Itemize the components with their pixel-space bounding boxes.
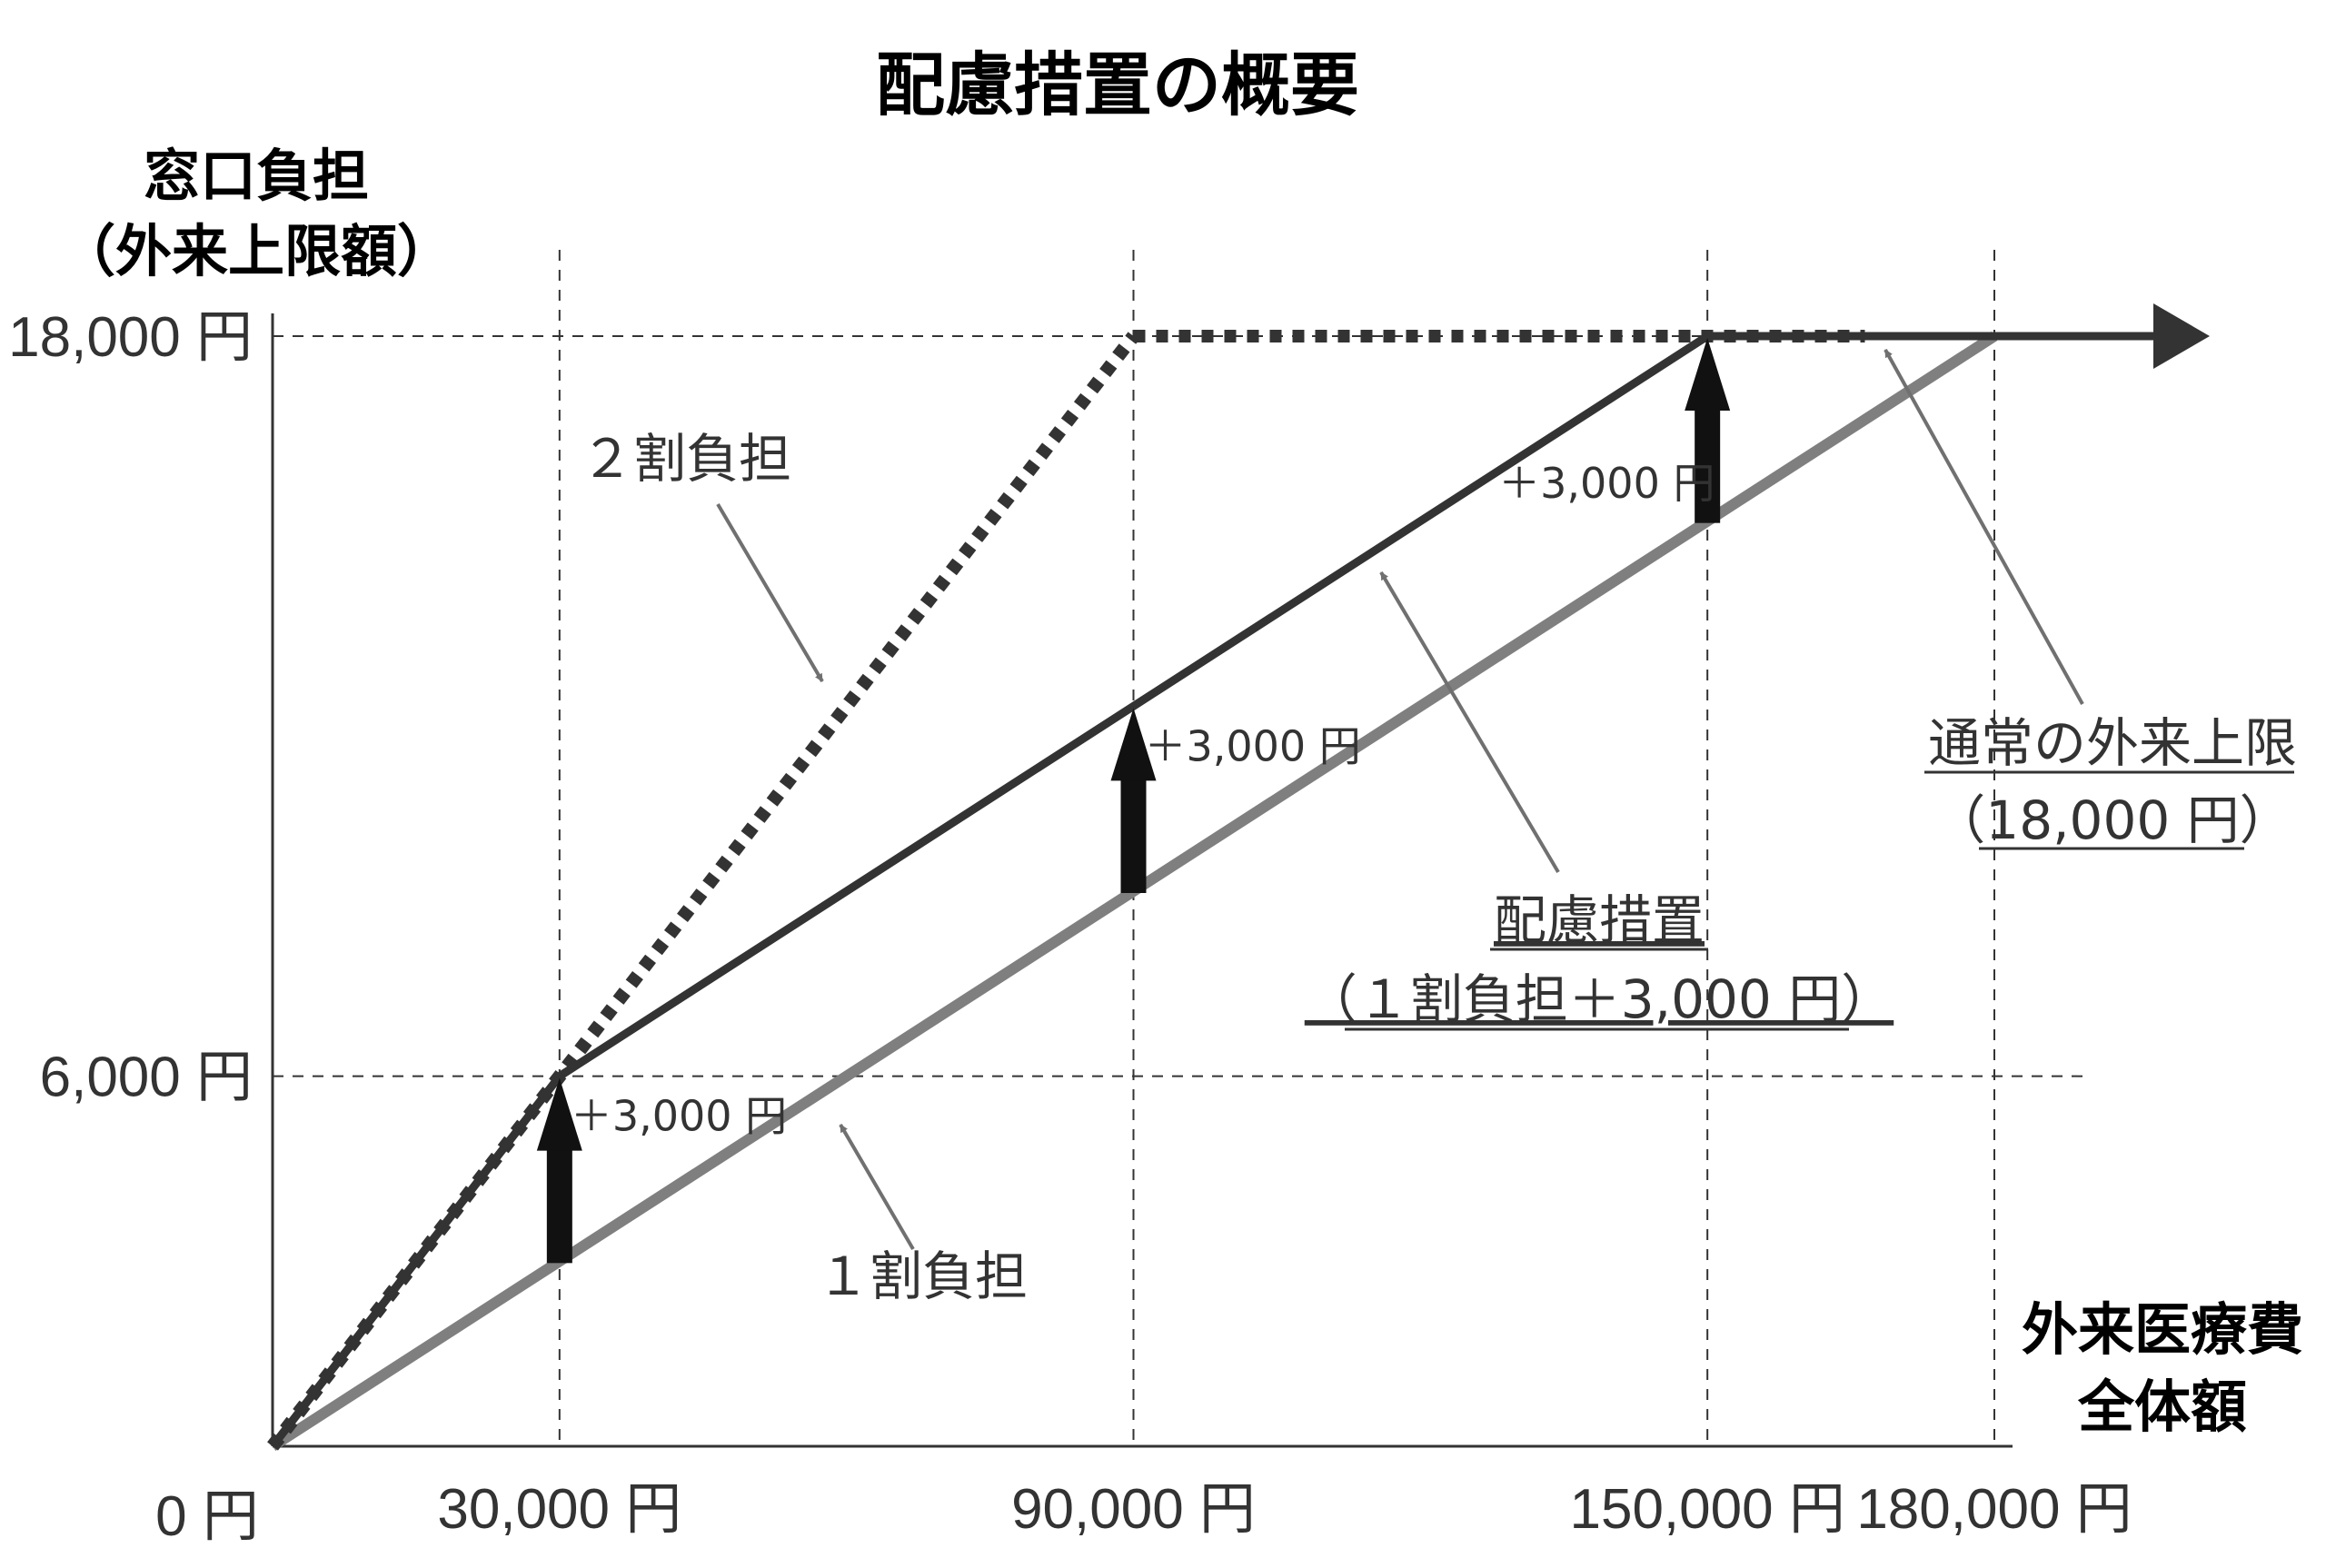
pointer-hairyo xyxy=(1379,571,1560,874)
series-label-1wari: １割負担 xyxy=(817,1245,1028,1307)
series-label-2wari: ２割負担 xyxy=(581,428,791,490)
x-tick-label: 30,000 円 xyxy=(437,1478,681,1541)
increment-arrow-head xyxy=(1110,708,1157,781)
x-axis-label-sub: 全体額 xyxy=(2077,1374,2247,1440)
series-hairyo-line xyxy=(269,332,1710,1449)
increment-arrows: ＋3,000 円 ＋3,000 円 ＋3,000 円 xyxy=(536,338,1731,1264)
y-tick-label: 18,000 円 xyxy=(8,306,253,369)
y-axis-label: 窓口負担 xyxy=(144,143,369,209)
increment-label: ＋3,000 円 xyxy=(1498,459,1715,508)
tick-labels: 0 円 30,000 円 90,000 円 150,000 円 180,000 円 6,0… xyxy=(8,306,2132,1548)
increment-arrow-head xyxy=(1685,338,1731,411)
increment-arrow-shaft xyxy=(1120,779,1147,893)
increment-label: ＋3,000 円 xyxy=(1145,721,1361,770)
x-tick-label: 90,000 円 xyxy=(1011,1478,1256,1541)
cap-label-sub: （18,000 円） xyxy=(1933,789,2291,851)
y-axis-label-sub: （外来上限額） xyxy=(59,218,453,284)
increment-arrow-shaft xyxy=(546,1148,572,1264)
axes xyxy=(271,313,2013,1448)
x-tick-label: 0 円 xyxy=(155,1485,259,1548)
series-label-hairyo: 配慮措置 xyxy=(1494,889,1705,951)
callouts: ２割負担 １割負担 配慮措置 （１割負担＋3,000 円） 通常の外来上限 （18,000… xyxy=(581,349,2297,1307)
y-tick-label: 6,000 円 xyxy=(40,1047,253,1109)
series-label-hairyo-sub: （１割負担＋3,000 円） xyxy=(1305,968,1894,1030)
increment-arrow-head xyxy=(536,1077,582,1151)
pointer-cap xyxy=(1884,349,2084,705)
x-tick-label: 180,000 円 xyxy=(1856,1478,2132,1541)
pointer-1wari xyxy=(839,1123,915,1251)
pointer-2wari xyxy=(716,502,824,683)
chart-title: 配慮措置の概要 xyxy=(876,45,1359,125)
increment-label: ＋3,000 円 xyxy=(571,1092,787,1141)
cap-label: 通常の外来上限 xyxy=(1928,712,2297,774)
series-lines xyxy=(267,303,2210,1452)
x-tick-label: 150,000 円 xyxy=(1569,1478,1844,1541)
x-axis-label: 外来医療費 xyxy=(2022,1296,2303,1363)
increment-arrow-shaft xyxy=(1695,409,1721,523)
cap-arrowhead xyxy=(2153,303,2210,369)
